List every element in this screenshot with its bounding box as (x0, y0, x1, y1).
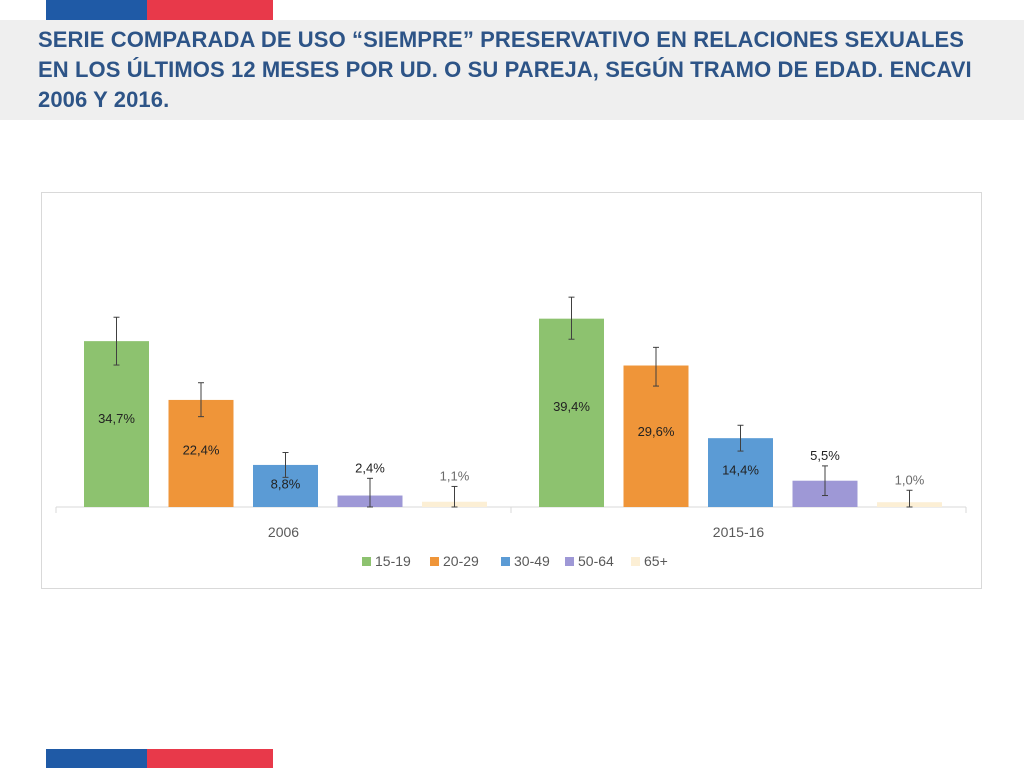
legend-swatch-65 (631, 557, 640, 566)
data-label: 34,7% (98, 411, 135, 426)
legend-swatch-50-64 (565, 557, 574, 566)
flag-stripe-red (147, 749, 273, 768)
legend-swatch-30-49 (501, 557, 510, 566)
legend-swatch-15-19 (362, 557, 371, 566)
x-tick-label: 2015-16 (713, 524, 765, 540)
data-label: 39,4% (553, 399, 590, 414)
data-label: 2,4% (355, 460, 385, 475)
data-label: 29,6% (638, 424, 675, 439)
flag-stripe-top (46, 0, 273, 20)
chart-frame: 34,7% 22,4% 8,8% 2,4% 1,1% 2006 39,4% 29,6% 14,4… (41, 192, 982, 589)
data-label: 1,0% (895, 472, 925, 487)
data-label: 22,4% (183, 442, 220, 457)
data-label: 5,5% (810, 448, 840, 463)
bar-chart: 34,7% 22,4% 8,8% 2,4% 1,1% 2006 39,4% 29,6% 14,4… (55, 296, 967, 569)
bar-15-19-2006 (84, 341, 149, 507)
bar-20-29-2006 (168, 399, 234, 507)
flag-stripe-blue (46, 0, 147, 20)
x-tick-label: 2006 (268, 524, 299, 540)
data-label: 8,8% (271, 477, 301, 492)
legend-swatch-20-29 (430, 557, 439, 566)
data-label: 14,4% (722, 463, 759, 478)
bar-15-19-2015-16 (539, 318, 604, 507)
flag-stripe-red (147, 0, 273, 20)
legend-label: 65+ (644, 553, 668, 569)
data-label: 1,1% (440, 468, 470, 483)
title-band (0, 20, 1024, 120)
slide-title: SERIE COMPARADA DE USO “SIEMPRE” PRESERV… (38, 27, 972, 112)
legend-label: 20-29 (443, 553, 479, 569)
flag-stripe-blue (46, 749, 147, 768)
legend-label: 50-64 (578, 553, 614, 569)
flag-stripe-bottom (46, 749, 273, 768)
legend-label: 15-19 (375, 553, 411, 569)
legend-label: 30-49 (514, 553, 550, 569)
bar-20-29-2015-16 (623, 365, 689, 507)
